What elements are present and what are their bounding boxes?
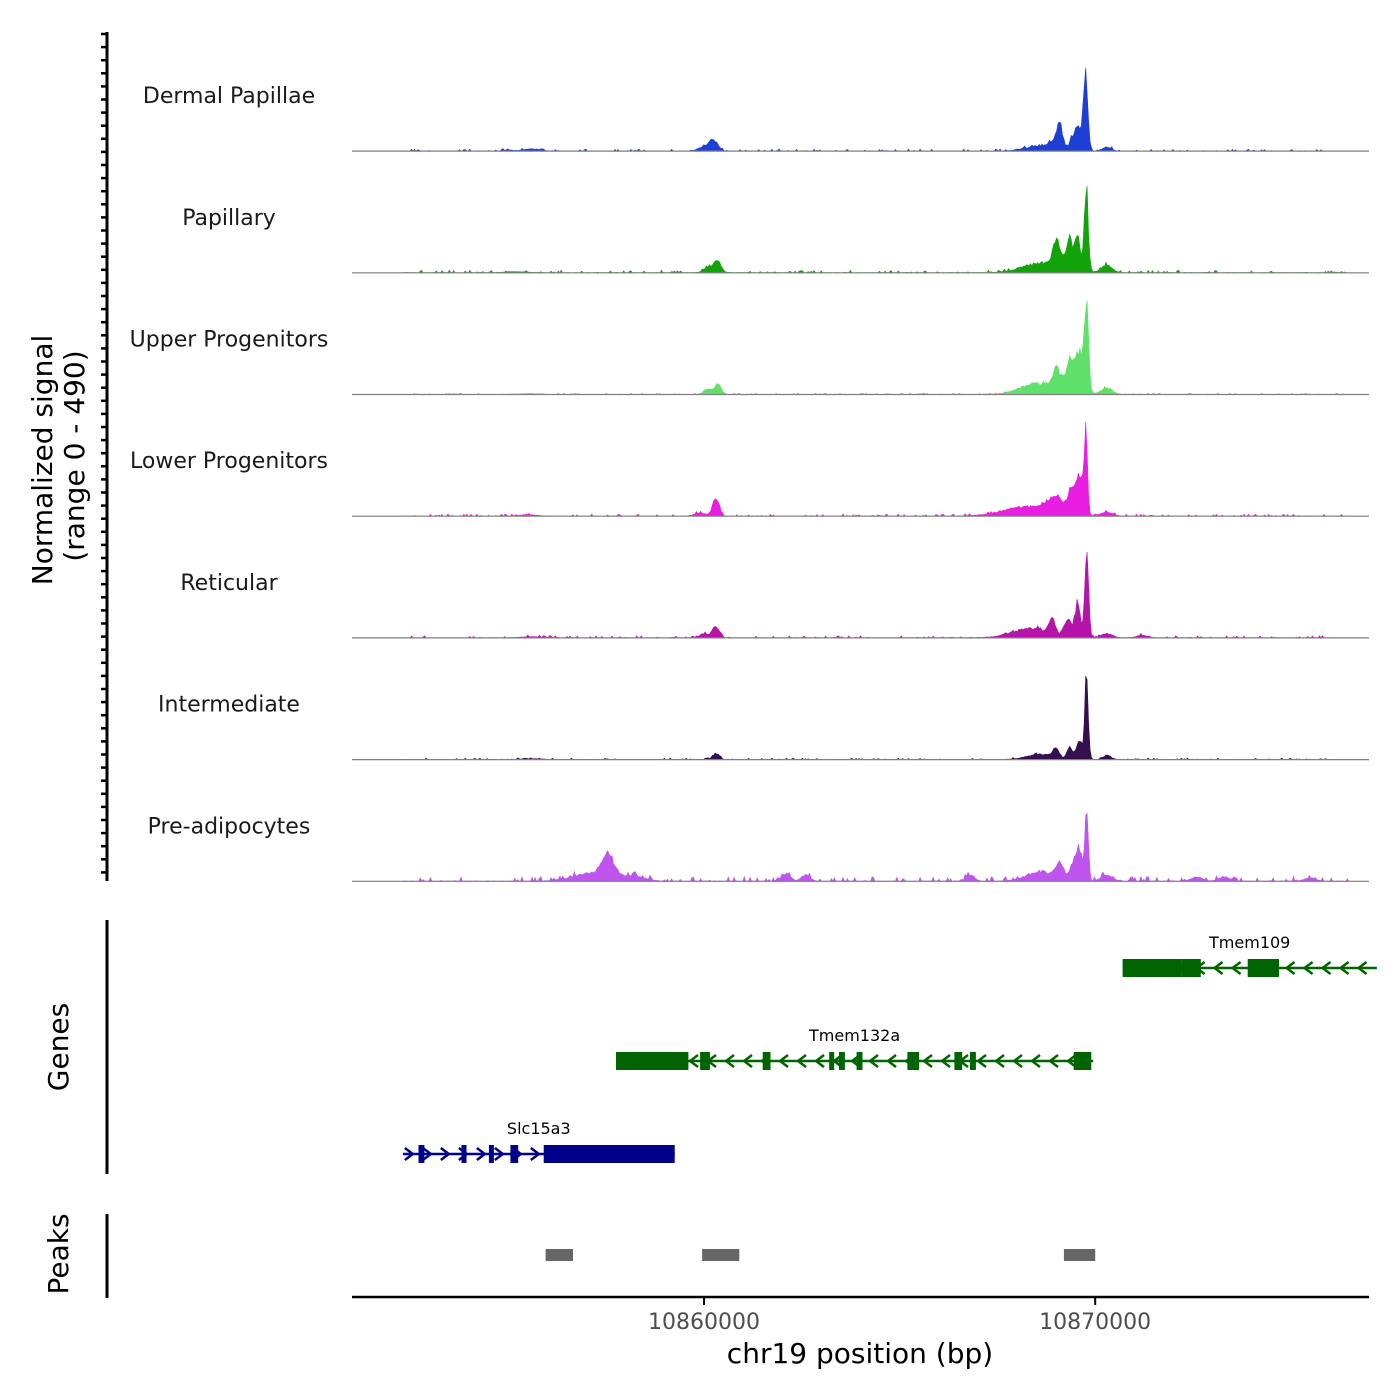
strand-chevron	[813, 1054, 825, 1068]
signal-axis-title-line1: Normalized signal	[26, 335, 59, 586]
strand-chevron	[741, 1054, 753, 1068]
strand-chevron	[939, 1054, 951, 1068]
x-axis: 10860000 10870000 chr19 position (bp)	[352, 1295, 1369, 1370]
coverage-tracks: Dermal Papillae Papillary Upper Progenitor…	[130, 67, 1369, 883]
track-label: Intermediate	[158, 693, 300, 718]
exon-block	[829, 1052, 835, 1070]
exon-block	[510, 1145, 519, 1163]
strand-chevron	[494, 1147, 505, 1161]
strand-chevron	[440, 1147, 451, 1161]
peak-bar	[1063, 1249, 1096, 1261]
exon-block	[1181, 959, 1201, 977]
track-label: Upper Progenitors	[130, 328, 329, 353]
strand-chevron	[1212, 961, 1224, 975]
signal-axis: Normalized signal (range 0 - 490)	[26, 32, 109, 881]
strand-chevron	[1320, 961, 1332, 975]
exon-block	[461, 1145, 467, 1163]
track-dermal-papillae: Dermal Papillae	[143, 67, 1369, 152]
track-label: Lower Progenitors	[130, 449, 328, 474]
strand-chevron	[404, 1147, 415, 1161]
coverage-area	[352, 67, 1369, 152]
genes-axis-title: Genes	[42, 1003, 75, 1091]
peak-bar	[702, 1249, 740, 1261]
peaks-axis-title: Peaks	[42, 1213, 75, 1294]
strand-chevron	[1065, 1054, 1077, 1068]
strand-chevron	[1011, 1054, 1023, 1068]
strand-chevron	[1029, 1054, 1041, 1068]
signal-axis-title-line2: (range 0 - 490)	[58, 350, 91, 561]
coverage-area	[352, 185, 1369, 274]
track-reticular: Reticular	[180, 551, 1369, 639]
exon-block	[839, 1052, 845, 1070]
gene-label: Tmem109	[1208, 933, 1290, 952]
genes-panel: Genes Tmem109 Tmem132a Slc15a3	[42, 920, 1377, 1174]
strand-chevron	[1356, 961, 1368, 975]
exon-block	[1073, 1052, 1092, 1070]
strand-chevron	[1338, 961, 1350, 975]
strand-chevron	[1302, 961, 1314, 975]
exon-block	[488, 1145, 494, 1163]
x-axis-title: chr19 position (bp)	[727, 1337, 993, 1370]
gene-tmem109: Tmem109	[1122, 933, 1377, 977]
strand-chevron	[921, 1054, 933, 1068]
gene-label: Slc15a3	[507, 1119, 571, 1138]
x-tick-label: 10860000	[648, 1310, 760, 1335]
strand-chevron	[1047, 1054, 1059, 1068]
strand-chevron	[777, 1054, 789, 1068]
strand-chevron	[1284, 961, 1296, 975]
track-pre-adipocytes: Pre-adipocytes	[148, 812, 1369, 883]
track-label: Pre-adipocytes	[148, 814, 311, 839]
exon-block	[1122, 959, 1182, 977]
track-lower-progenitors: Lower Progenitors	[130, 421, 1369, 517]
track-label: Dermal Papillae	[143, 84, 315, 109]
strand-chevron	[476, 1147, 487, 1161]
gene-label: Tmem132a	[808, 1026, 900, 1045]
signal-axis-ticks	[101, 32, 107, 874]
peak-regions	[545, 1249, 1096, 1261]
x-axis-ticks: 10860000 10870000	[648, 1297, 1151, 1335]
strand-chevron	[687, 1054, 699, 1068]
exon-block	[418, 1145, 425, 1163]
strand-chevron	[1230, 961, 1242, 975]
exon-block	[970, 1052, 976, 1070]
peak-bar	[545, 1249, 573, 1261]
strand-chevron	[795, 1054, 807, 1068]
exon-block	[543, 1145, 675, 1163]
x-tick-label: 10870000	[1039, 1310, 1151, 1335]
strand-chevron	[723, 1054, 735, 1068]
coverage-area	[352, 300, 1369, 395]
track-label: Reticular	[180, 571, 278, 596]
exon-block	[907, 1052, 920, 1070]
exon-block	[616, 1052, 689, 1070]
strand-chevron	[530, 1147, 541, 1161]
strand-chevron	[993, 1054, 1005, 1068]
coverage-area	[352, 812, 1369, 883]
exon-block	[954, 1052, 963, 1070]
exon-block	[700, 1052, 710, 1070]
peaks-panel: Peaks	[42, 1213, 1096, 1298]
track-upper-progenitors: Upper Progenitors	[130, 300, 1369, 396]
track-papillary: Papillary	[182, 185, 1369, 274]
exon-block	[762, 1052, 771, 1070]
track-intermediate: Intermediate	[158, 675, 1369, 761]
gene-models: Tmem109 Tmem132a Slc15a3	[402, 933, 1377, 1163]
strand-chevron	[975, 1054, 987, 1068]
strand-chevron	[422, 1147, 433, 1161]
coverage-area	[352, 421, 1369, 517]
strand-chevron	[885, 1054, 897, 1068]
exon-block	[856, 1052, 863, 1070]
coverage-area	[352, 551, 1369, 639]
gene-slc15a3: Slc15a3	[402, 1119, 675, 1163]
coverage-area	[352, 675, 1369, 760]
gene-tmem132a: Tmem132a	[615, 1026, 1094, 1070]
strand-chevron	[867, 1054, 879, 1068]
exon-block	[1247, 959, 1279, 977]
track-label: Papillary	[182, 206, 276, 231]
